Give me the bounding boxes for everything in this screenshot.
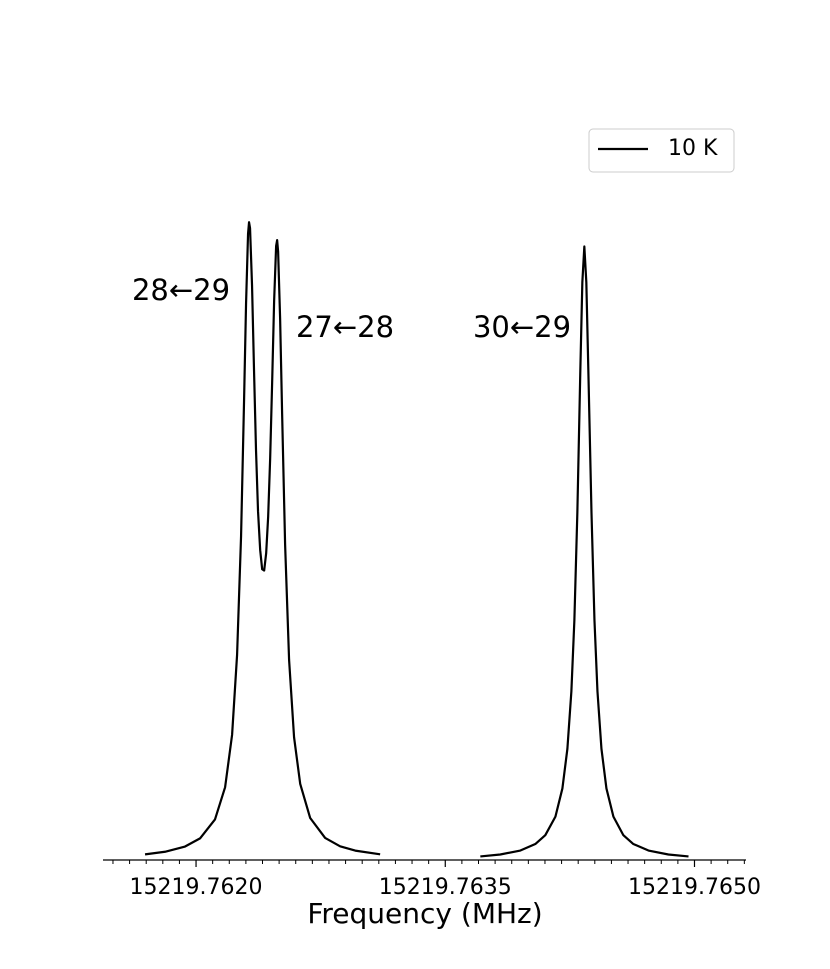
x-tick-label: 15219.7620	[130, 875, 263, 900]
line-series	[144, 221, 689, 858]
x-tick-label: 15219.7650	[628, 875, 761, 900]
legend: 10 K	[588, 128, 735, 173]
legend-label: 10 K	[668, 136, 718, 161]
annotation: 28←29	[132, 273, 230, 307]
annotation: 30←29	[473, 310, 571, 344]
x-axis-label: Frequency (MHz)	[307, 897, 542, 930]
annotation: 27←28	[296, 310, 394, 344]
x-tick-label: 15219.7635	[379, 875, 512, 900]
legend-box	[588, 128, 735, 173]
